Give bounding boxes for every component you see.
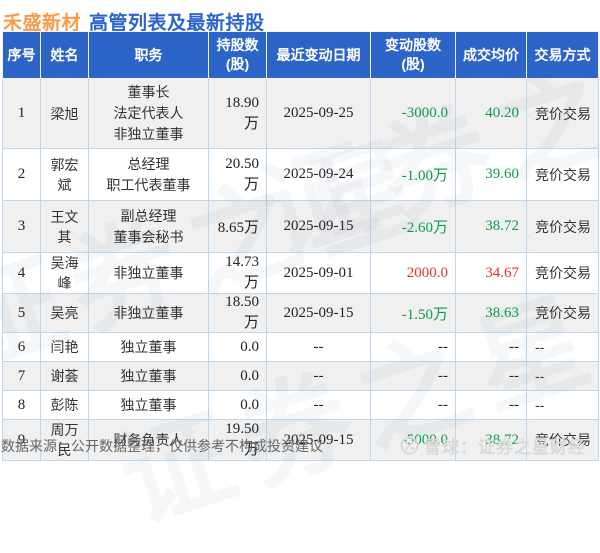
stock-name: 禾盛新材 xyxy=(3,13,82,34)
cell-positions: 副总经理 董事会秘书 xyxy=(88,200,209,253)
cell-shares: 20.50万 xyxy=(208,148,267,201)
table-body: 1 梁旭 董事长 法定代表人 非独立董事 18.90万 2025-09-25 -3000.… xyxy=(2,78,599,461)
cell-positions: 总经理 职工代表董事 xyxy=(88,148,209,201)
cell-avg_price: 34.67 xyxy=(455,252,527,294)
cell-positions: 非独立董事 xyxy=(88,252,209,294)
cell-shares: 14.73万 xyxy=(208,252,267,294)
column-header-1: 姓名 xyxy=(40,31,89,79)
cell-shares: 18.90万 xyxy=(208,78,267,149)
cell-avg_price: 38.72 xyxy=(455,200,527,253)
cell-name: 周万民 xyxy=(40,419,89,461)
cell-positions: 独立董事 xyxy=(88,390,209,420)
cell-no: 2 xyxy=(2,148,41,201)
cell-method: 竞价交易 xyxy=(526,252,599,294)
cell-change_shares: -- xyxy=(370,361,456,391)
holdings-table: 序号 姓名 职务 持股数 (股) 最近变动日期 变动股数 (股) 成交均价 交易方式 1 梁旭董… xyxy=(2,31,599,461)
cell-shares: 18.50万 xyxy=(208,293,267,333)
column-header-0: 序号 xyxy=(2,31,41,79)
cell-shares: 0.0 xyxy=(208,390,267,420)
brand-watermark: 雪球：证券之星财经 xyxy=(400,433,586,458)
cell-shares: 0.0 xyxy=(208,361,267,391)
cell-change_date: 2025-09-01 xyxy=(266,252,371,294)
cell-avg_price: -- xyxy=(455,332,527,362)
cell-positions: 财务负责人 xyxy=(88,419,209,461)
cell-change_shares: -1.00万 xyxy=(370,148,456,201)
cell-change_shares: -- xyxy=(370,332,456,362)
cell-positions: 独立董事 xyxy=(88,361,209,391)
cell-change_shares: -1.50万 xyxy=(370,293,456,333)
column-header-3: 持股数 (股) xyxy=(208,31,267,79)
cell-no: 3 xyxy=(2,200,41,253)
cell-avg_price: 40.20 xyxy=(455,78,527,149)
cell-method: -- xyxy=(526,390,599,420)
cell-positions: 独立董事 xyxy=(88,332,209,362)
header-row: 序号 姓名 职务 持股数 (股) 最近变动日期 变动股数 (股) 成交均价 交易方式 xyxy=(2,31,599,79)
cell-name: 彭陈 xyxy=(40,390,89,420)
column-header-4: 最近变动日期 xyxy=(266,31,371,79)
title-text: 高管列表及最新持股 xyxy=(89,13,265,34)
cell-no: 9 xyxy=(2,419,41,461)
table-row: 8 彭陈 独立董事 0.0 -- -- -- -- xyxy=(2,390,599,420)
cell-method: -- xyxy=(526,361,599,391)
cell-change_date: -- xyxy=(266,332,371,362)
cell-no: 1 xyxy=(2,78,41,149)
cell-positions: 董事长 法定代表人 非独立董事 xyxy=(88,78,209,149)
cell-method: 竞价交易 xyxy=(526,293,599,333)
cell-no: 4 xyxy=(2,252,41,294)
cell-no: 6 xyxy=(2,332,41,362)
cell-change_date: -- xyxy=(266,390,371,420)
cell-name: 谢荟 xyxy=(40,361,89,391)
cell-shares: 8.65万 xyxy=(208,200,267,253)
table-row: 9 周万民 财务负责人 19.50万 2025-09-15 -5000.0 38.72 竞价交… xyxy=(2,419,599,461)
cell-name: 吴亮 xyxy=(40,293,89,333)
table-row: 4 吴海峰 非独立董事 14.73万 2025-09-01 2000.0 34.67 竞价交易 xyxy=(2,252,599,294)
cell-name: 闫艳 xyxy=(40,332,89,362)
cell-method: 竞价交易 xyxy=(526,419,599,461)
cell-change_date: 2025-09-24 xyxy=(266,148,371,201)
cell-method: 竞价交易 xyxy=(526,78,599,149)
column-header-2: 职务 xyxy=(88,31,209,79)
cell-positions: 非独立董事 xyxy=(88,293,209,333)
cell-change_date: 2025-09-15 xyxy=(266,293,371,333)
cell-name: 梁旭 xyxy=(40,78,89,149)
cell-change_shares: -2.60万 xyxy=(370,200,456,253)
cell-change_shares: -3000.0 xyxy=(370,78,456,149)
cell-change_shares: 2000.0 xyxy=(370,252,456,294)
table-row: 1 梁旭 董事长 法定代表人 非独立董事 18.90万 2025-09-25 -3000.… xyxy=(2,78,599,149)
cell-name: 吴海峰 xyxy=(40,252,89,294)
column-header-7: 交易方式 xyxy=(526,31,599,79)
cell-avg_price: -- xyxy=(455,361,527,391)
table-row: 3 王文其 副总经理 董事会秘书 8.65万 2025-09-15 -2.60万 38.72… xyxy=(2,200,599,253)
table-row: 7 谢荟 独立董事 0.0 -- -- -- -- xyxy=(2,361,599,391)
brand-text: 雪球：证券之星财经 xyxy=(424,438,586,457)
cell-no: 8 xyxy=(2,390,41,420)
cell-no: 5 xyxy=(2,293,41,333)
cell-avg_price: 38.63 xyxy=(455,293,527,333)
table-row: 5 吴亮 非独立董事 18.50万 2025-09-15 -1.50万 38.63 竞价交易 xyxy=(2,293,599,333)
column-header-5: 变动股数 (股) xyxy=(370,31,456,79)
cell-change_date: -- xyxy=(266,361,371,391)
cell-avg_price: 39.60 xyxy=(455,148,527,201)
cell-change_shares: -- xyxy=(370,390,456,420)
column-header-6: 成交均价 xyxy=(455,31,527,79)
cell-name: 王文其 xyxy=(40,200,89,253)
cell-shares: 19.50万 xyxy=(208,419,267,461)
cell-shares: 0.0 xyxy=(208,332,267,362)
cell-change_date: 2025-09-25 xyxy=(266,78,371,149)
table-row: 6 闫艳 独立董事 0.0 -- -- -- -- xyxy=(2,332,599,362)
footer: 数据来源：公开数据整理，仅供参考不构成投资建议 雪球：证券之星财经 xyxy=(0,433,600,458)
cell-avg_price: 38.72 xyxy=(455,419,527,461)
data-source-note: 数据来源：公开数据整理，仅供参考不构成投资建议 xyxy=(1,437,323,454)
cell-method: 竞价交易 xyxy=(526,200,599,253)
cell-avg_price: -- xyxy=(455,390,527,420)
page-title: 禾盛新材 高管列表及最新持股 xyxy=(0,0,600,34)
cell-change_date: 2025-09-15 xyxy=(266,200,371,253)
cell-method: 竞价交易 xyxy=(526,148,599,201)
table-row: 2 郭宏斌 总经理 职工代表董事 20.50万 2025-09-24 -1.00万 39.6… xyxy=(2,148,599,201)
xueqiu-logo-icon xyxy=(400,436,419,455)
cell-method: -- xyxy=(526,332,599,362)
cell-no: 7 xyxy=(2,361,41,391)
cell-name: 郭宏斌 xyxy=(40,148,89,201)
